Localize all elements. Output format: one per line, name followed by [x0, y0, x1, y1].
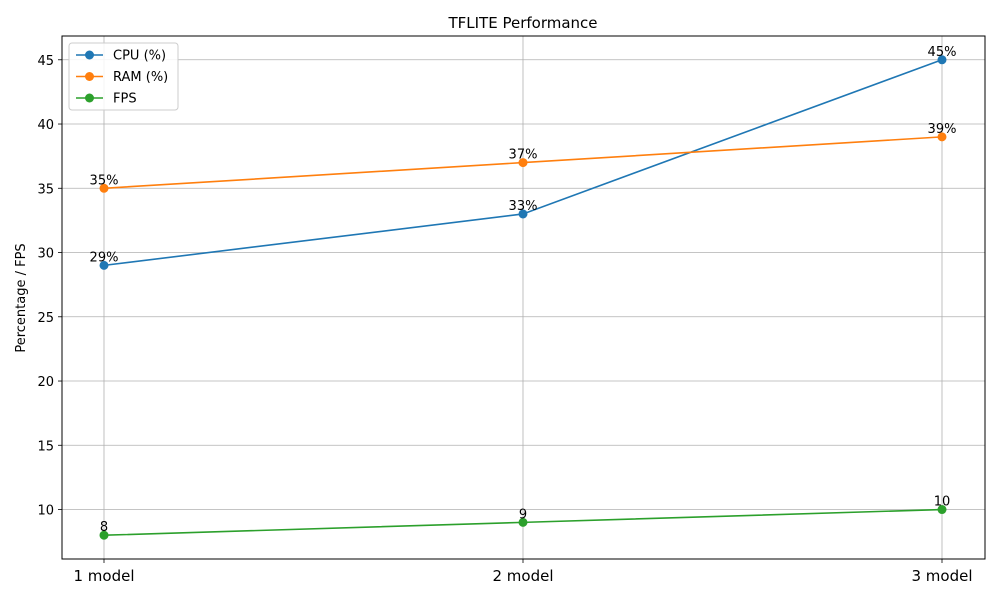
legend-box	[68, 42, 179, 111]
data-label: 45%	[928, 45, 957, 60]
legend: CPU (%) RAM (%) FPS	[68, 42, 179, 111]
series-layer: 29% 33% 45% 35% 37% 39% 8 9 10	[90, 45, 957, 540]
y-tick-label: 25	[37, 311, 54, 326]
data-label: 39%	[928, 122, 957, 137]
y-tick-label: 40	[37, 118, 54, 133]
data-point	[99, 183, 109, 193]
data-label: 33%	[509, 199, 538, 214]
y-tick-label: 45	[37, 54, 54, 69]
y-tick-label: 10	[37, 504, 54, 519]
data-label: 8	[100, 520, 108, 535]
x-tick-label: 3 model	[911, 567, 972, 585]
y-tick-label: 30	[37, 247, 54, 262]
data-label: 10	[934, 495, 951, 510]
data-label: 35%	[90, 173, 119, 188]
x-tick-label: 1 model	[73, 567, 134, 585]
data-label: 9	[519, 507, 527, 522]
data-label: 37%	[509, 148, 538, 163]
chart-title: TFLITE Performance	[447, 14, 597, 32]
y-tick-label: 20	[37, 375, 54, 390]
axes: 10 15 20 25 30 35 40 45 1 model 2 model 3 model	[37, 54, 972, 585]
data-point	[99, 260, 109, 270]
data-point	[937, 505, 947, 515]
data-label: 29%	[90, 250, 119, 265]
legend-marker	[85, 50, 94, 60]
data-point	[518, 158, 528, 168]
y-tick-label: 15	[37, 439, 54, 454]
plot-area-frame	[61, 35, 986, 560]
data-point	[99, 530, 109, 540]
legend-marker	[85, 93, 94, 103]
data-point	[937, 132, 947, 142]
data-point	[937, 55, 947, 65]
legend-label: FPS	[113, 92, 137, 107]
y-axis-label: Percentage / FPS	[14, 243, 29, 352]
x-tick-label: 2 model	[492, 567, 553, 585]
data-point	[518, 209, 528, 219]
grid	[62, 36, 985, 559]
legend-label: CPU (%)	[113, 49, 166, 64]
data-point	[518, 517, 528, 527]
y-tick-label: 35	[37, 182, 54, 197]
legend-marker	[85, 72, 94, 81]
legend-label: RAM (%)	[113, 70, 168, 85]
